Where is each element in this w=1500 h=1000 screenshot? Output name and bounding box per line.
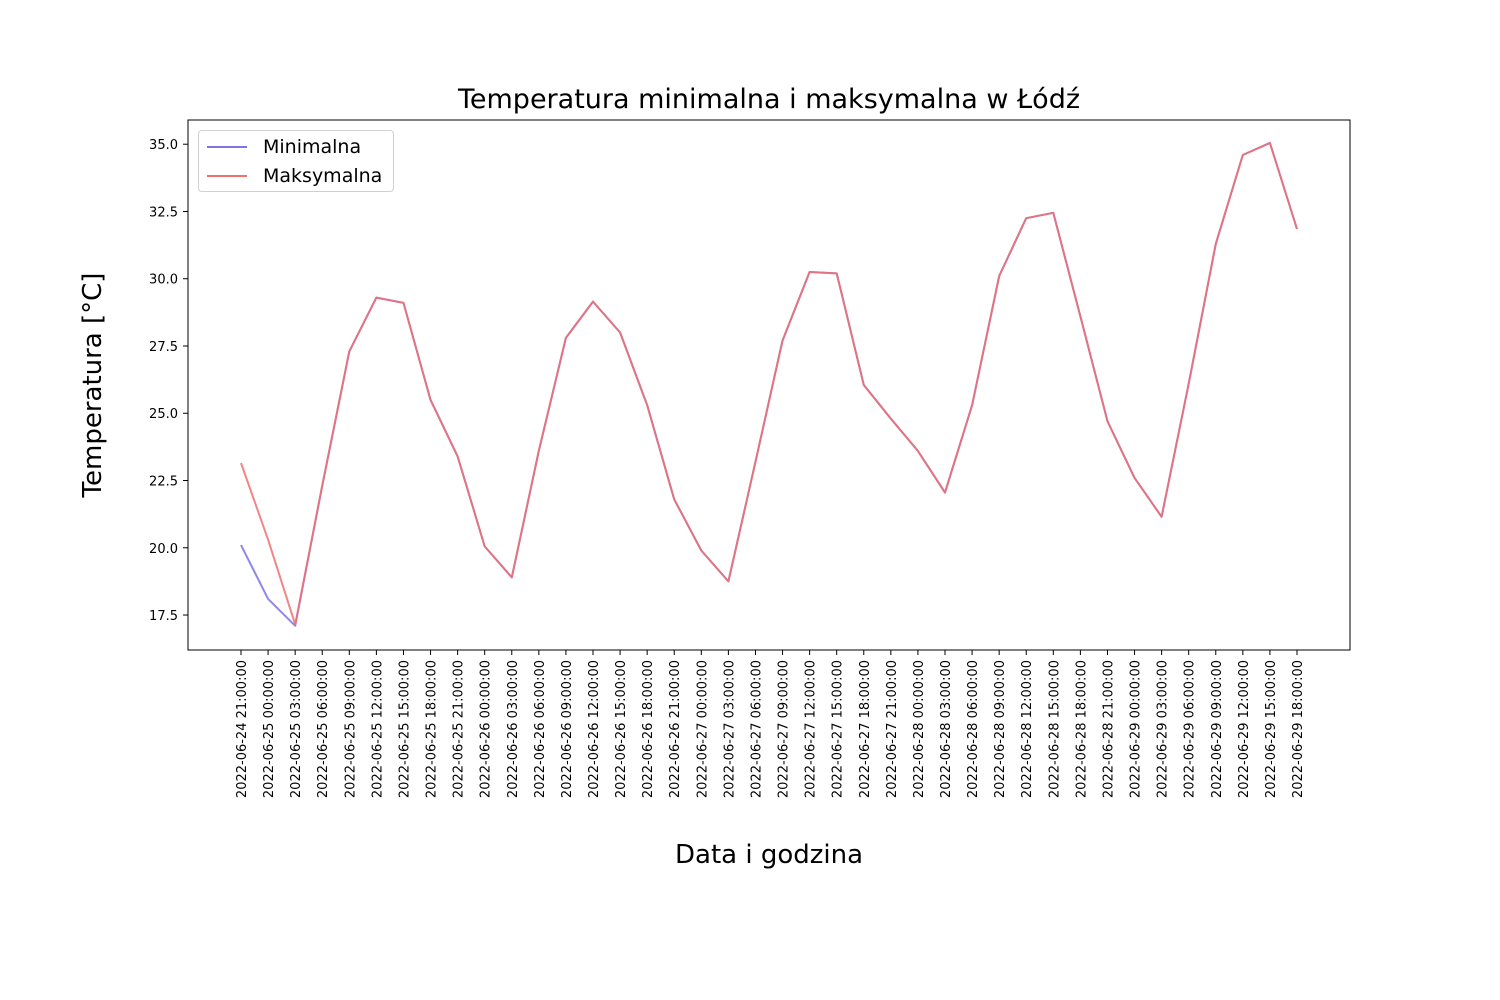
x-tick-label: 2022-06-27 12:00:00 (804, 660, 819, 798)
x-tick-label: 2022-06-26 15:00:00 (614, 660, 629, 798)
x-tick-label: 2022-06-28 03:00:00 (939, 660, 954, 798)
x-tick-label: 2022-06-29 06:00:00 (1183, 660, 1198, 798)
x-tick-label: 2022-06-27 21:00:00 (885, 660, 900, 798)
x-tick-label: 2022-06-26 18:00:00 (641, 660, 656, 798)
x-tick-label: 2022-06-28 00:00:00 (912, 660, 927, 798)
plot-frame (187, 119, 1351, 651)
x-tick-label: 2022-06-24 21:00:00 (235, 660, 250, 798)
y-tick-label: 17.5 (149, 609, 178, 624)
x-tick-label: 2022-06-25 21:00:00 (452, 660, 467, 798)
y-tick-label: 20.0 (149, 542, 178, 557)
y-tick-label: 27.5 (149, 340, 178, 355)
x-tick-label: 2022-06-27 00:00:00 (695, 660, 710, 798)
x-tick-label: 2022-06-25 06:00:00 (316, 660, 331, 798)
x-tick-label: 2022-06-29 12:00:00 (1237, 660, 1252, 798)
x-tick-label: 2022-06-25 18:00:00 (425, 660, 440, 798)
series-line-minimalna (240, 141, 1298, 627)
x-tick-label: 2022-06-27 06:00:00 (749, 660, 764, 798)
x-axis-label: Data i godzina (674, 840, 864, 870)
x-tick-label: 2022-06-28 18:00:00 (1074, 660, 1089, 798)
x-tick-label: 2022-06-27 03:00:00 (722, 660, 737, 798)
legend-swatch-maksymalna (207, 175, 247, 177)
legend-label-minimalna: Minimalna (263, 136, 362, 158)
x-tick-label: 2022-06-25 00:00:00 (262, 660, 277, 798)
x-tick-label: 2022-06-25 12:00:00 (370, 660, 385, 798)
y-tick-label: 30.0 (149, 273, 178, 288)
y-tick-label: 35.0 (149, 138, 178, 153)
legend: Minimalna Maksymalna (198, 130, 394, 192)
y-tick-label: 25.0 (149, 407, 178, 422)
series-line-maksymalna (240, 141, 1298, 626)
x-tick-label: 2022-06-29 03:00:00 (1156, 660, 1171, 798)
x-tick-label: 2022-06-27 18:00:00 (858, 660, 873, 798)
x-tick-label: 2022-06-28 15:00:00 (1047, 660, 1062, 798)
legend-item-maksymalna: Maksymalna (207, 165, 383, 187)
x-tick-label: 2022-06-25 15:00:00 (397, 660, 412, 798)
x-tick-label: 2022-06-26 03:00:00 (506, 660, 521, 798)
x-tick-label: 2022-06-28 21:00:00 (1101, 660, 1116, 798)
x-tick-label: 2022-06-26 21:00:00 (668, 660, 683, 798)
x-tick-label: 2022-06-28 12:00:00 (1020, 660, 1035, 798)
x-tick-label: 2022-06-26 09:00:00 (560, 660, 575, 798)
x-tick-label: 2022-06-27 15:00:00 (831, 660, 846, 798)
x-tick-label: 2022-06-29 00:00:00 (1129, 660, 1144, 798)
y-axis-label: Temperatura [°C] (78, 272, 108, 498)
x-tick-label: 2022-06-26 00:00:00 (479, 660, 494, 798)
x-tick-label: 2022-06-29 15:00:00 (1264, 660, 1279, 798)
x-tick-label: 2022-06-25 03:00:00 (289, 660, 304, 798)
x-tick-label: 2022-06-28 06:00:00 (966, 660, 981, 798)
y-tick-label: 32.5 (149, 205, 178, 220)
x-tick-label: 2022-06-25 09:00:00 (343, 660, 358, 798)
legend-label-maksymalna: Maksymalna (263, 165, 383, 187)
legend-item-minimalna: Minimalna (207, 136, 362, 158)
x-tick-label: 2022-06-26 06:00:00 (533, 660, 548, 798)
legend-swatch-minimalna (207, 146, 247, 148)
x-tick-label: 2022-06-27 09:00:00 (777, 660, 792, 798)
y-tick-label: 22.5 (149, 475, 178, 490)
x-tick-label: 2022-06-28 09:00:00 (993, 660, 1008, 798)
x-tick-label: 2022-06-29 18:00:00 (1291, 660, 1306, 798)
chart-title: Temperatura minimalna i maksymalna w Łód… (457, 84, 1080, 115)
x-tick-label: 2022-06-29 09:00:00 (1210, 660, 1225, 798)
x-tick-label: 2022-06-26 12:00:00 (587, 660, 602, 798)
